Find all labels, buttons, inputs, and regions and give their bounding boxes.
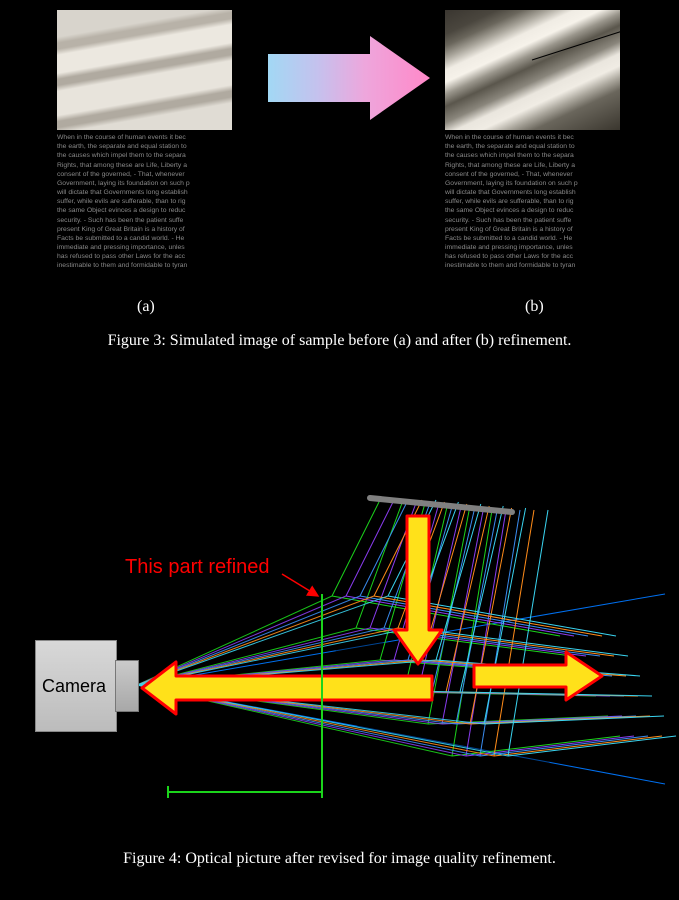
optical-diagram-svg <box>0 0 679 900</box>
refined-annotation: This part refined <box>125 556 270 579</box>
camera-label: Camera <box>42 676 106 697</box>
yellow-arrows <box>142 516 602 714</box>
fig4-label: Figure 4: Optical picture after revised … <box>0 850 679 868</box>
annotation-arrow <box>282 574 318 596</box>
camera-lens <box>115 660 139 712</box>
